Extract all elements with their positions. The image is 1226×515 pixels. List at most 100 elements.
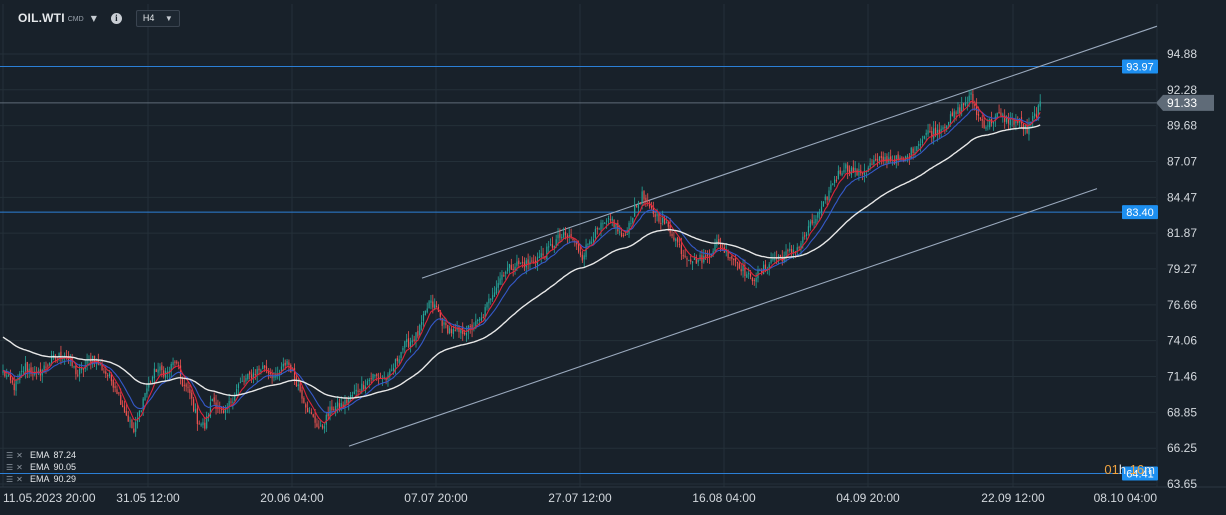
candle-body	[566, 235, 568, 238]
timeframe-select[interactable]: H4 ▼	[135, 9, 180, 27]
legend-item: ☰ ✕ EMA 90.29	[6, 473, 76, 485]
candle-body	[645, 197, 647, 202]
candle-body	[159, 366, 161, 371]
current-price-label: 91.33	[1167, 96, 1197, 110]
candle-body	[355, 389, 357, 392]
candle-body	[123, 406, 126, 412]
candle-body	[862, 173, 864, 175]
candle-body	[714, 244, 716, 252]
candle-body	[122, 405, 124, 407]
candle-body	[353, 391, 355, 394]
candle-body	[262, 365, 264, 370]
candle-body	[966, 102, 968, 104]
candle-body	[503, 275, 505, 277]
candle-body	[193, 399, 195, 411]
candle-body	[546, 246, 548, 260]
candle-body	[82, 367, 84, 370]
settings-icon[interactable]: ☰	[6, 450, 14, 460]
chart-toolbar: OIL.WTI CMD ▼ i H4 ▼	[18, 9, 180, 27]
candle-body	[163, 370, 165, 377]
candle-body	[249, 372, 251, 375]
candle-body	[733, 258, 735, 261]
candle-body	[848, 170, 851, 174]
candle-body	[157, 369, 159, 373]
close-icon[interactable]: ✕	[16, 450, 23, 460]
candle-body	[914, 152, 916, 155]
candle-body	[26, 361, 28, 371]
candle-body	[540, 253, 542, 258]
level-label: 64.41	[1126, 469, 1154, 481]
candle-body	[407, 338, 410, 347]
candle-body	[675, 238, 677, 242]
candle-body	[641, 191, 643, 203]
candle-body	[460, 327, 462, 334]
candle-body	[463, 332, 466, 335]
candle-body	[174, 361, 176, 363]
symbol-type: CMD	[67, 16, 84, 23]
timer-minutes-unit: m	[1144, 462, 1155, 477]
candle-body	[579, 252, 582, 256]
candle-body	[200, 423, 202, 426]
candle-body	[146, 388, 148, 395]
candle-body	[260, 370, 262, 372]
candle-body	[847, 165, 849, 172]
candle-body	[30, 367, 32, 374]
candle-body	[770, 259, 772, 263]
candle-body	[80, 366, 83, 370]
candle-body	[209, 402, 212, 417]
candle-body	[994, 116, 996, 121]
candle-body	[191, 392, 193, 399]
close-icon[interactable]: ✕	[16, 474, 23, 484]
candle-body	[835, 179, 838, 181]
settings-icon[interactable]: ☰	[6, 474, 14, 484]
candle-body	[79, 368, 81, 375]
candle-body	[901, 157, 903, 159]
candle-body	[398, 359, 400, 363]
candle-body	[796, 247, 798, 252]
candle-body	[107, 375, 109, 377]
candle-body	[73, 366, 75, 368]
candle-body	[583, 255, 585, 260]
candle-body	[505, 271, 507, 274]
close-icon[interactable]: ✕	[16, 462, 23, 472]
y-tick-label: 79.27	[1167, 262, 1197, 276]
y-tick-label: 68.85	[1167, 405, 1197, 419]
candle-body	[166, 371, 169, 373]
candle-body	[968, 95, 970, 102]
candle-body	[529, 261, 531, 265]
candle-body	[475, 320, 477, 329]
candle-body	[981, 119, 983, 121]
candle-body	[114, 386, 116, 388]
candle-body	[961, 104, 963, 112]
candle-body	[882, 156, 884, 162]
candle-body	[727, 250, 729, 259]
candle-body	[148, 383, 150, 388]
candle-body	[247, 373, 249, 380]
candle-body	[183, 384, 185, 386]
candle-body	[267, 370, 269, 373]
level-label: 93.97	[1126, 62, 1154, 74]
candle-body	[977, 114, 980, 116]
candle-body	[776, 258, 778, 260]
candle-body	[305, 404, 307, 408]
candle-body	[142, 398, 144, 411]
candle-body	[615, 223, 617, 229]
candle-body	[949, 114, 952, 123]
chevron-down-icon[interactable]: ▼	[90, 13, 97, 23]
candle-body	[600, 222, 602, 230]
info-icon[interactable]: i	[110, 12, 122, 24]
candle-body	[718, 239, 720, 244]
symbol-name[interactable]: OIL.WTI	[18, 11, 65, 25]
candle-body	[527, 259, 529, 264]
candle-body	[712, 251, 714, 255]
candle-body	[820, 206, 823, 212]
candle-body	[948, 122, 950, 125]
candle-body	[639, 202, 641, 204]
candle-body	[1028, 123, 1030, 135]
candle-body	[482, 317, 484, 319]
settings-icon[interactable]: ☰	[6, 462, 14, 472]
candle-body	[204, 422, 206, 429]
candle-body	[624, 234, 626, 236]
x-tick-label: 16.08 04:00	[692, 491, 756, 505]
